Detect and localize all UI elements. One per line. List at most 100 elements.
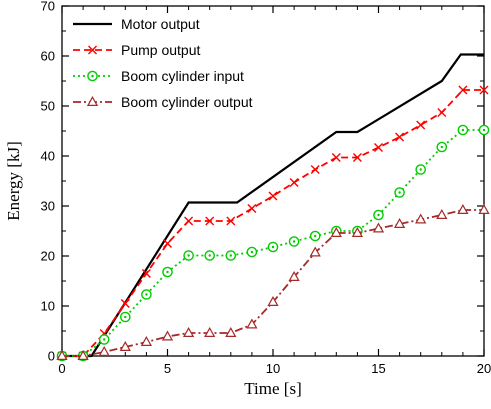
data-point-dot xyxy=(440,145,443,149)
data-point-dot xyxy=(229,254,232,257)
data-point-dot xyxy=(166,270,169,274)
data-point xyxy=(457,124,469,136)
legend-label: Pump output xyxy=(121,42,200,58)
legend-marker xyxy=(86,95,99,107)
data-point-dot xyxy=(271,245,275,249)
data-point xyxy=(267,241,279,253)
data-point xyxy=(184,216,194,226)
x-axis-title: Time [s] xyxy=(244,379,301,398)
data-point-dot xyxy=(124,315,127,319)
data-point xyxy=(478,203,490,214)
x-tick-label: 20 xyxy=(477,361,491,376)
data-point xyxy=(120,299,130,308)
data-point xyxy=(416,120,426,130)
data-point-stroke xyxy=(374,143,383,152)
data-point xyxy=(309,230,321,242)
data-point-stroke xyxy=(141,269,151,278)
data-point-stroke xyxy=(395,132,405,142)
data-point xyxy=(458,85,468,95)
legend-label: Boom cylinder input xyxy=(121,68,244,84)
series-3 xyxy=(56,203,490,360)
data-point xyxy=(98,345,110,356)
legend-label: Boom cylinder output xyxy=(121,94,253,110)
axis-ticks: 0 5 10 15 20 0 10 20 30 40 50 60 70 xyxy=(41,0,491,376)
data-point xyxy=(351,226,364,237)
data-point xyxy=(479,85,489,95)
data-point xyxy=(330,226,342,237)
data-point-dot xyxy=(398,191,401,194)
y-tick-label: 10 xyxy=(41,299,55,314)
data-point-dot xyxy=(208,254,211,257)
data-point-stroke xyxy=(331,153,341,162)
data-point xyxy=(119,340,131,351)
data-point xyxy=(205,216,215,226)
data-point xyxy=(437,108,447,117)
data-point xyxy=(247,204,257,213)
y-tick-label: 40 xyxy=(41,149,55,164)
x-tick-label: 10 xyxy=(266,361,280,376)
data-point xyxy=(183,250,194,261)
data-point-stroke xyxy=(247,204,257,213)
data-point xyxy=(288,270,300,281)
data-point xyxy=(310,165,320,174)
data-point xyxy=(140,335,153,346)
data-point-dot xyxy=(187,254,190,257)
data-point xyxy=(415,164,427,175)
y-tick-label: 60 xyxy=(41,49,55,64)
data-point xyxy=(204,250,215,261)
data-point xyxy=(98,334,110,345)
y-tick-label: 0 xyxy=(48,349,55,364)
data-point xyxy=(77,349,89,360)
data-point xyxy=(478,124,490,136)
data-point xyxy=(246,246,258,258)
data-point xyxy=(415,213,427,224)
legend-marker xyxy=(88,45,97,55)
data-point-stroke xyxy=(163,239,172,248)
data-point xyxy=(56,349,68,360)
data-point xyxy=(204,326,216,337)
y-axis-title: Energy [kJ] xyxy=(4,141,23,220)
data-point-stroke xyxy=(310,165,320,174)
data-point xyxy=(373,209,384,221)
x-tick-label: 5 xyxy=(164,361,171,376)
data-point-stroke xyxy=(184,216,194,226)
data-point-dot xyxy=(461,128,465,132)
data-point xyxy=(436,208,448,219)
data-point-stroke xyxy=(437,108,447,117)
data-point xyxy=(120,311,131,323)
data-point-dot xyxy=(292,240,296,243)
data-point xyxy=(288,236,300,247)
data-point xyxy=(163,239,172,248)
data-point xyxy=(309,246,321,257)
data-point-stroke xyxy=(226,216,236,226)
data-point xyxy=(182,326,195,337)
data-point xyxy=(246,318,258,329)
data-point-stroke xyxy=(479,85,489,95)
y-tick-label: 70 xyxy=(41,0,55,14)
data-point-dot xyxy=(314,234,317,238)
data-point xyxy=(395,132,405,142)
data-point-dot xyxy=(377,213,380,217)
data-point-stroke xyxy=(205,216,215,226)
data-point xyxy=(162,266,173,278)
y-tick-label: 30 xyxy=(41,199,55,214)
x-tick-label: 0 xyxy=(58,361,65,376)
y-tick-label: 20 xyxy=(41,249,55,264)
data-point xyxy=(374,143,383,152)
legend-marker xyxy=(87,70,98,82)
data-point xyxy=(352,153,362,162)
data-point-dot xyxy=(482,128,486,132)
data-point xyxy=(393,217,406,228)
data-point xyxy=(457,203,469,214)
data-point xyxy=(225,250,237,261)
data-point-stroke xyxy=(458,85,468,95)
data-point-dot xyxy=(145,293,148,296)
data-point xyxy=(268,191,278,201)
data-point-dot xyxy=(250,250,254,254)
data-point-stroke xyxy=(289,178,299,187)
data-point-dot xyxy=(103,338,106,341)
series-line xyxy=(62,89,484,357)
data-point-stroke xyxy=(120,299,130,308)
series-layer xyxy=(56,53,490,362)
